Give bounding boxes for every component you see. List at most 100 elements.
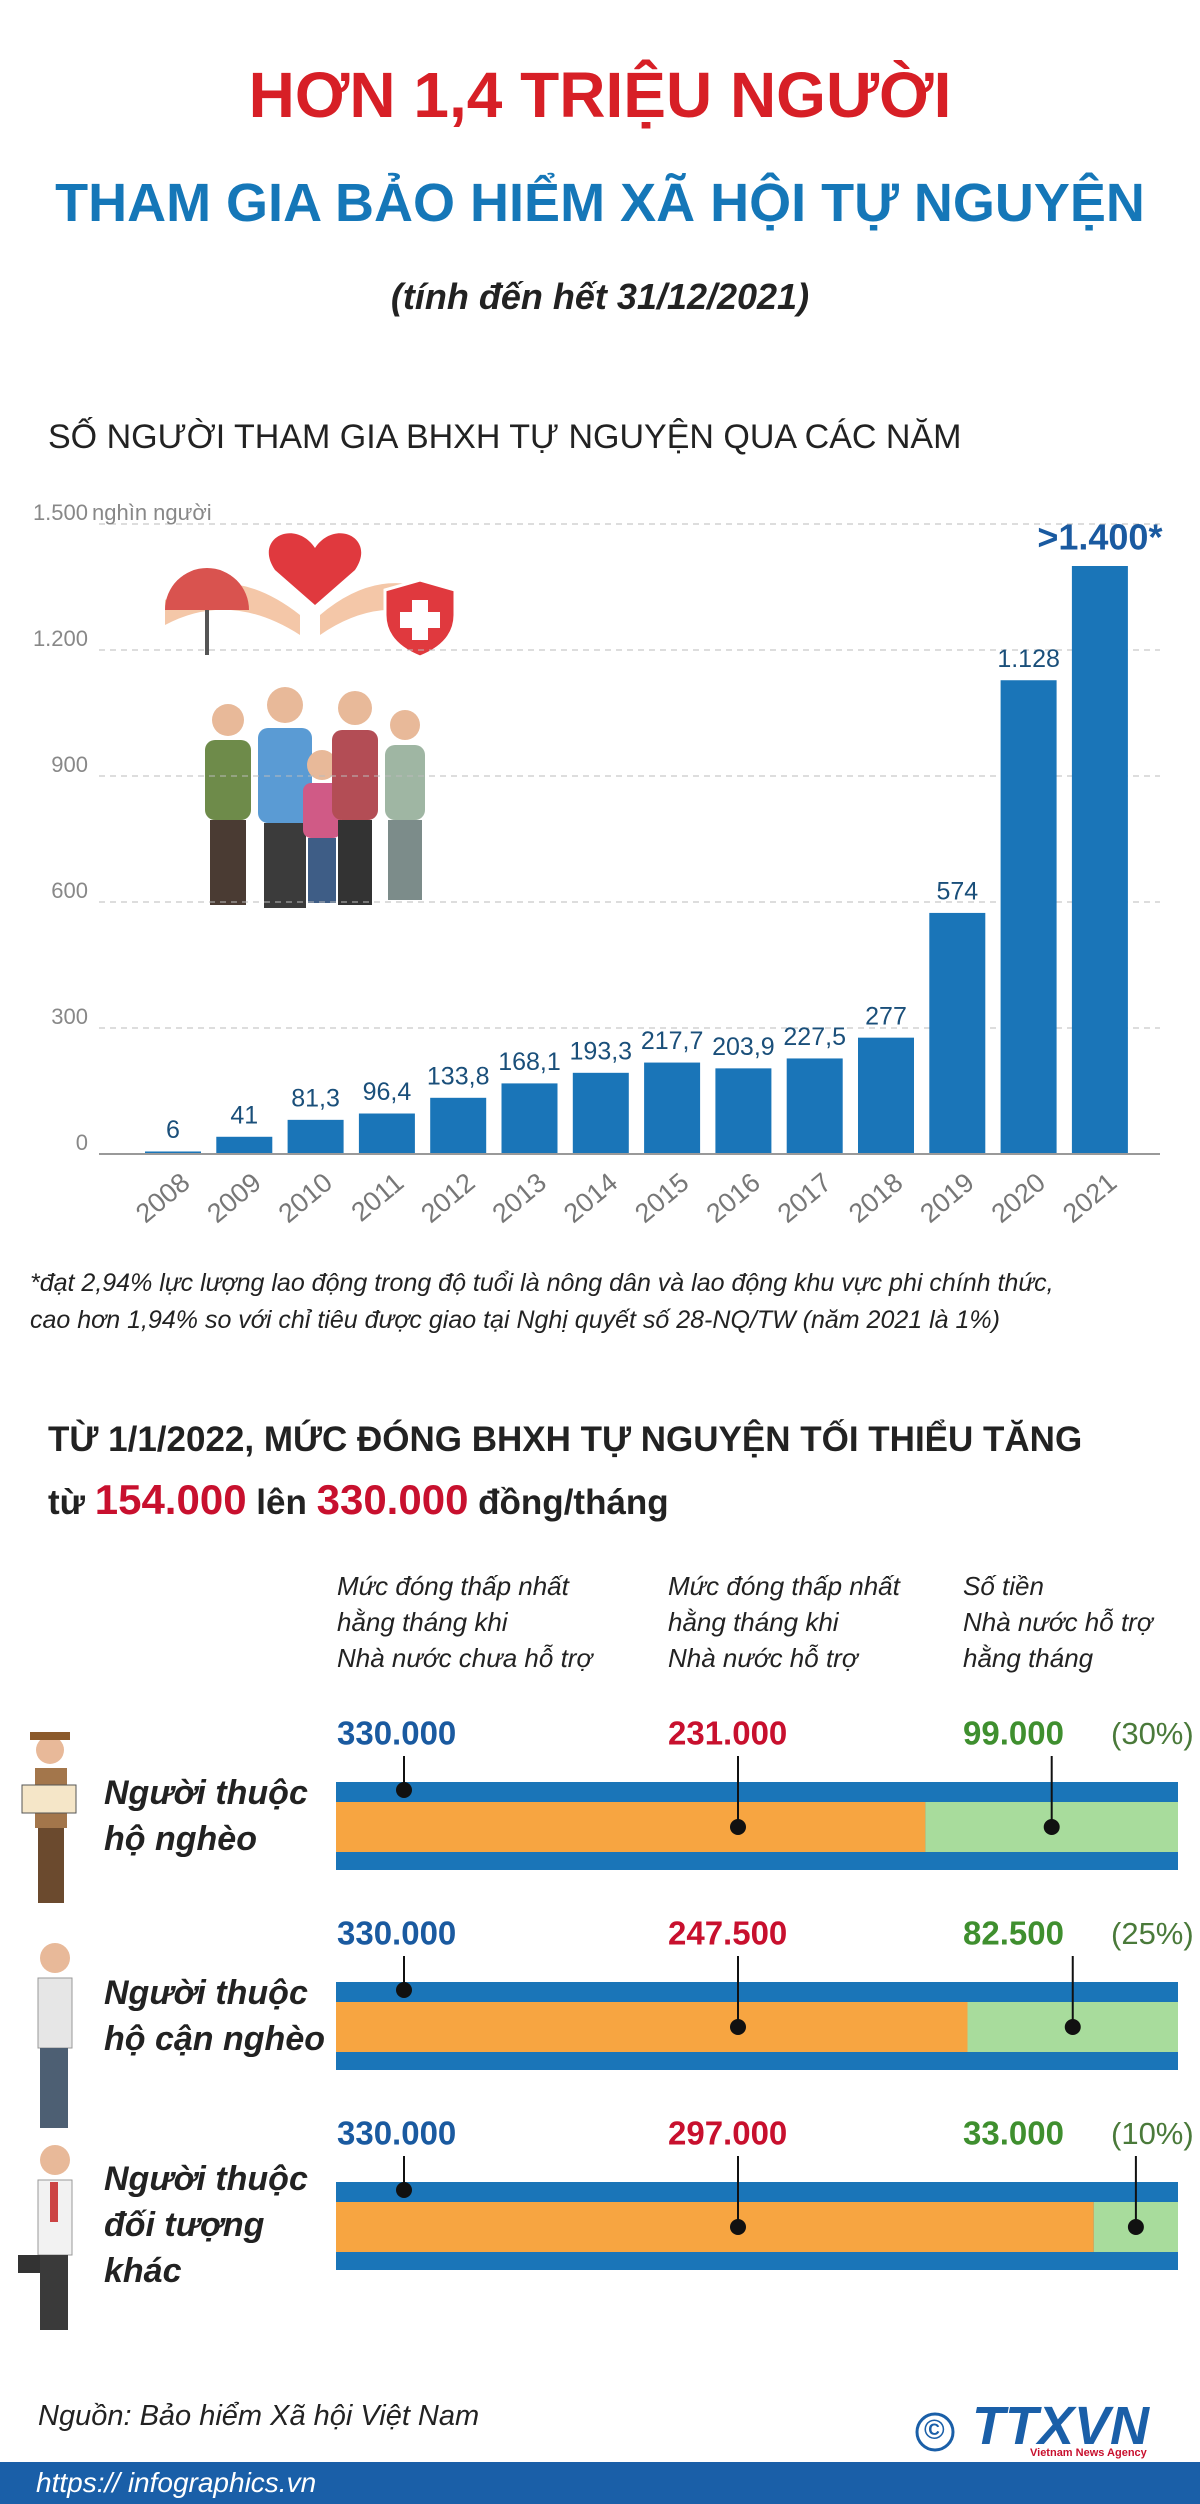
bar-segment bbox=[336, 2202, 1094, 2252]
marker bbox=[730, 2219, 746, 2235]
bar bbox=[858, 1037, 914, 1154]
unit: đồng/tháng bbox=[478, 1483, 669, 1522]
value-label: 330.000 bbox=[337, 1715, 456, 1752]
bar bbox=[216, 1136, 273, 1154]
value-label: 33.000 bbox=[963, 2115, 1064, 2152]
bar bbox=[644, 1062, 701, 1154]
website: https:// infographics.vn bbox=[36, 2467, 317, 2498]
marker bbox=[730, 1819, 746, 1835]
footer-bar bbox=[0, 2462, 1200, 2504]
y-tick-label: 1.500 bbox=[33, 500, 88, 525]
value-label: 81,3 bbox=[291, 1084, 340, 1112]
value-label: 277 bbox=[865, 1002, 907, 1030]
x-tick-label: 2014 bbox=[558, 1167, 623, 1229]
x-tick-label: 2011 bbox=[346, 1167, 410, 1227]
x-tick-label: 2008 bbox=[130, 1167, 195, 1229]
value-label: 6 bbox=[166, 1116, 180, 1144]
bar bbox=[715, 1068, 772, 1154]
marker bbox=[396, 2182, 412, 2198]
value-label: 330.000 bbox=[337, 1915, 456, 1952]
chart-title: SỐ NGƯỜI THAM GIA BHXH TỰ NGUYỆN QUA CÁC… bbox=[48, 418, 962, 456]
y-tick-label: 0 bbox=[76, 1130, 88, 1155]
subtitle: THAM GIA BẢO HIỂM XÃ HỘI TỰ NGUYỆN bbox=[55, 173, 1145, 233]
marker bbox=[730, 2019, 746, 2035]
copyright: © bbox=[924, 2414, 945, 2445]
value-label: 193,3 bbox=[570, 1037, 633, 1065]
bar bbox=[430, 1097, 487, 1154]
marker bbox=[1064, 2019, 1081, 2035]
bar bbox=[1000, 680, 1057, 1154]
illustration bbox=[165, 533, 457, 908]
marker bbox=[1127, 2219, 1144, 2235]
old-rate: 154.000 bbox=[94, 1476, 247, 1523]
person-icons bbox=[18, 1732, 77, 2330]
value-label: 41 bbox=[230, 1101, 258, 1129]
bar bbox=[1071, 566, 1128, 1154]
chart-subtitle: từ 154.000 lên 330.000 đồng/tháng bbox=[48, 1476, 669, 1524]
x-tick-label: 2015 bbox=[629, 1167, 694, 1229]
x-tick-label: 2013 bbox=[487, 1167, 552, 1229]
value-label: 297.000 bbox=[668, 2115, 787, 2152]
x-tick-label: 2016 bbox=[701, 1167, 766, 1229]
share-label: (10%) bbox=[1111, 2116, 1194, 2151]
value-label: 330.000 bbox=[337, 2115, 456, 2152]
share-label: (30%) bbox=[1111, 1716, 1194, 1751]
source: Nguồn: Bảo hiểm Xã hội Việt Nam bbox=[38, 2400, 480, 2432]
y-tick-label: 1.200 bbox=[33, 626, 88, 651]
value-label: 217,7 bbox=[641, 1027, 704, 1055]
x-tick-label: 2009 bbox=[201, 1167, 266, 1229]
marker bbox=[396, 1982, 412, 1998]
bar bbox=[786, 1058, 843, 1154]
value-label: 82.500 bbox=[963, 1915, 1064, 1952]
x-tick-label: 2017 bbox=[772, 1167, 837, 1229]
chart-title: TỪ 1/1/2022, MỨC ĐÓNG BHXH TỰ NGUYỆN TỐI… bbox=[48, 1420, 1083, 1459]
y-axis-label: nghìn người bbox=[92, 500, 212, 525]
footnote: *đạt 2,94% lực lượng lao động trong độ t… bbox=[30, 1269, 1054, 1334]
category-label: Người thuộc hộ nghèo bbox=[104, 1774, 308, 1858]
marker bbox=[1043, 1819, 1060, 1835]
value-label: 247.500 bbox=[668, 1915, 787, 1952]
y-tick-label: 600 bbox=[51, 878, 88, 903]
text: từ bbox=[48, 1483, 85, 1522]
share-label: (25%) bbox=[1111, 1916, 1194, 1951]
value-label: 227,5 bbox=[783, 1023, 846, 1051]
date-note: (tính đến hết 31/12/2021) bbox=[390, 276, 810, 317]
value-label: 96,4 bbox=[363, 1078, 412, 1106]
bar-segment bbox=[336, 2002, 968, 2052]
value-label: >1.400* bbox=[1037, 517, 1162, 558]
y-tick-label: 900 bbox=[51, 752, 88, 777]
bar bbox=[501, 1083, 558, 1154]
title: HƠN 1,4 TRIỆU NGƯỜI bbox=[248, 59, 952, 131]
marker bbox=[396, 1782, 412, 1798]
copyright-ring bbox=[915, 2412, 955, 2452]
bar bbox=[358, 1113, 415, 1154]
new-rate: 330.000 bbox=[316, 1476, 469, 1523]
legend-entry: Mức đóng thấp nhất hằng tháng khi Nhà nư… bbox=[337, 1571, 593, 1673]
bar-segment bbox=[336, 1802, 926, 1852]
legend-entry: Số tiền Nhà nước hỗ trợ hằng tháng bbox=[963, 1571, 1153, 1673]
value-label: 168,1 bbox=[498, 1048, 561, 1076]
bar bbox=[287, 1119, 344, 1154]
bar bbox=[145, 1151, 201, 1154]
x-tick-label: 2010 bbox=[273, 1167, 338, 1229]
x-tick-label: 2018 bbox=[843, 1167, 908, 1229]
value-label: 99.000 bbox=[963, 1715, 1064, 1752]
legend-entry: Mức đóng thấp nhất hằng tháng khi Nhà nư… bbox=[668, 1571, 900, 1673]
category-label: Người thuộc đối tượng khác bbox=[104, 2160, 308, 2290]
value-label: 574 bbox=[936, 878, 978, 906]
x-tick-label: 2019 bbox=[914, 1167, 979, 1229]
logo-sub: Vietnam News Agency bbox=[1030, 2447, 1147, 2459]
bar bbox=[572, 1072, 629, 1154]
value-label: 203,9 bbox=[712, 1033, 775, 1061]
x-tick-label: 2020 bbox=[986, 1167, 1051, 1229]
logo: TTXVN bbox=[972, 2396, 1150, 2456]
x-tick-label: 2021 bbox=[1057, 1167, 1122, 1229]
category-label: Người thuộc hộ cận nghèo bbox=[104, 1974, 325, 2058]
bar bbox=[929, 912, 986, 1154]
value-label: 1.128 bbox=[997, 645, 1060, 673]
value-label: 133,8 bbox=[427, 1062, 490, 1090]
y-tick-label: 300 bbox=[51, 1004, 88, 1029]
value-label: 231.000 bbox=[668, 1715, 787, 1752]
text: lên bbox=[256, 1483, 307, 1522]
